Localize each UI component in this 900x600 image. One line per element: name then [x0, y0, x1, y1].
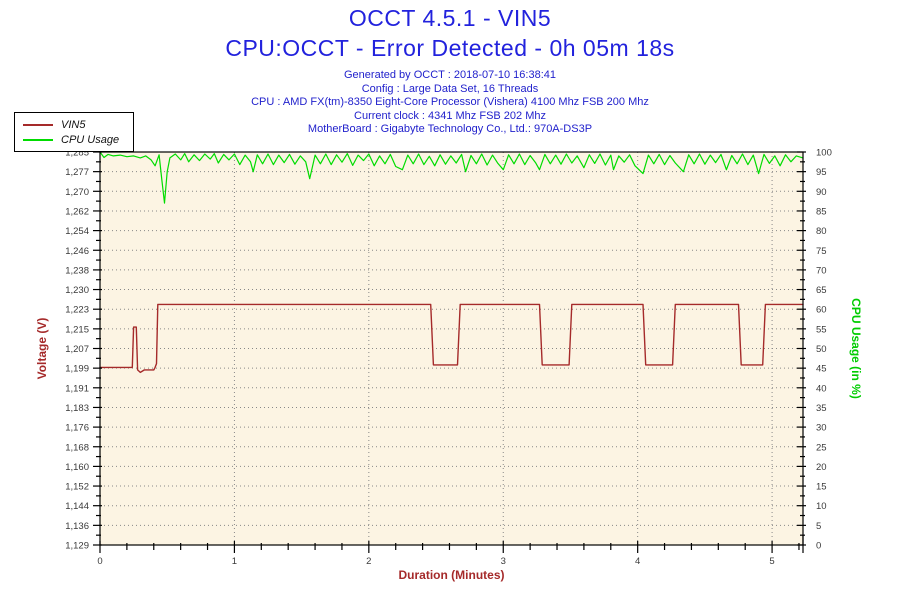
cpu-usage-line-swatch: [23, 138, 53, 141]
page-title: OCCT 4.5.1 - VIN5: [348, 5, 552, 31]
y-left-tick-label: 1,176: [65, 423, 89, 434]
y-left-tick-label: 1,238: [65, 265, 89, 276]
axis-ticks: [93, 151, 806, 553]
y-left-tick-label: 1,246: [65, 246, 89, 257]
cpu-usage-line: [99, 151, 804, 204]
system-info-block: Generated by OCCT : 2018-07-10 16:38:41 …: [0, 69, 900, 137]
info-cpu: CPU : AMD FX(tm)-8350 Eight-Core Process…: [251, 96, 649, 108]
legend-label-cpu-usage: CPU Usage: [61, 133, 120, 146]
x-axis-title: Duration (Minutes): [399, 568, 505, 582]
y-left-axis-title: Voltage (V): [35, 318, 49, 380]
y-right-tick-label: 5: [816, 521, 821, 532]
vin5-line-swatch: [23, 123, 53, 126]
y-right-tick-label: 90: [816, 187, 827, 198]
legend-item-vin5: VIN5: [23, 117, 127, 132]
y-left-tick-label: 1,230: [65, 285, 89, 296]
y-left-tick-label: 1,191: [65, 383, 89, 394]
axis-titles: Voltage (V) CPU Usage (in %) Duration (Min…: [35, 298, 863, 582]
y-right-tick-label: 85: [816, 206, 827, 217]
y-left-tick-label: 1,136: [65, 521, 89, 532]
y-right-tick-label: 0: [816, 541, 821, 552]
x-tick-label: 4: [635, 556, 640, 567]
y-right-tick-label: 55: [816, 324, 827, 335]
info-config: Config : Large Data Set, 16 Threads: [361, 82, 539, 95]
gridlines: [100, 151, 803, 546]
x-tick-label: 2: [366, 556, 371, 567]
y-left-tick-label: 1,144: [65, 501, 89, 512]
y-right-tick-label: 45: [816, 364, 827, 375]
y-right-tick-label: 10: [816, 501, 827, 512]
y-right-tick-label: 70: [816, 265, 827, 276]
y-right-tick-label: 20: [816, 462, 827, 473]
y-left-tick-label: 1,129: [65, 541, 89, 552]
info-generated: Generated by OCCT : 2018-07-10 16:38:41: [344, 69, 556, 81]
y-right-tick-label: 50: [816, 344, 827, 355]
y-right-tick-label: 60: [816, 305, 827, 316]
y-right-tick-label: 100: [816, 148, 832, 159]
y-right-tick-label: 95: [816, 167, 827, 178]
x-tick-label: 1: [232, 556, 237, 567]
y-left-tick-label: 1,160: [65, 462, 89, 473]
legend-label-vin5: VIN5: [61, 118, 86, 131]
y-right-axis-title: CPU Usage (in %): [849, 298, 863, 399]
y-right-tick-label: 15: [816, 482, 827, 493]
y-left-tick-label: 1,285: [65, 148, 89, 159]
y-left-tick-label: 1,207: [65, 344, 89, 355]
y-right-tick-label: 40: [816, 383, 827, 394]
y-left-tick-label: 1,183: [65, 403, 89, 414]
y-right-tick-label: 65: [816, 285, 827, 296]
info-motherboard: MotherBoard : Gigabyte Technology Co., L…: [307, 123, 593, 135]
page-subtitle: CPU:OCCT - Error Detected - 0h 05m 18s: [225, 35, 675, 61]
chart-legend: VIN5 CPU Usage: [14, 112, 134, 152]
legend-item-cpu-usage: CPU Usage: [23, 132, 127, 147]
y-left-tick-label: 1,277: [65, 167, 89, 178]
y-left-tick-label: 1,254: [65, 226, 89, 237]
x-tick-label: 3: [501, 556, 506, 567]
x-tick-label: 5: [769, 556, 774, 567]
plot-background: [100, 152, 803, 545]
y-right-tick-label: 25: [816, 442, 827, 453]
y-left-tick-label: 1,215: [65, 324, 89, 335]
y-left-tick-label: 1,152: [65, 482, 89, 493]
y-right-tick-label: 75: [816, 246, 827, 257]
y-right-tick-label: 35: [816, 403, 827, 414]
vin5-line: [99, 303, 804, 374]
y-left-tick-label: 1,270: [65, 187, 89, 198]
y-left-tick-label: 1,262: [65, 206, 89, 217]
y-left-tick-label: 1,223: [65, 305, 89, 316]
info-current-clock: Current clock : 4341 Mhz FSB 202 Mhz: [354, 109, 546, 122]
y-right-tick-label: 30: [816, 423, 827, 434]
y-left-tick-label: 1,199: [65, 364, 89, 375]
x-tick-label: 0: [97, 556, 102, 567]
y-left-tick-label: 1,168: [65, 442, 89, 453]
y-right-tick-label: 80: [816, 226, 827, 237]
